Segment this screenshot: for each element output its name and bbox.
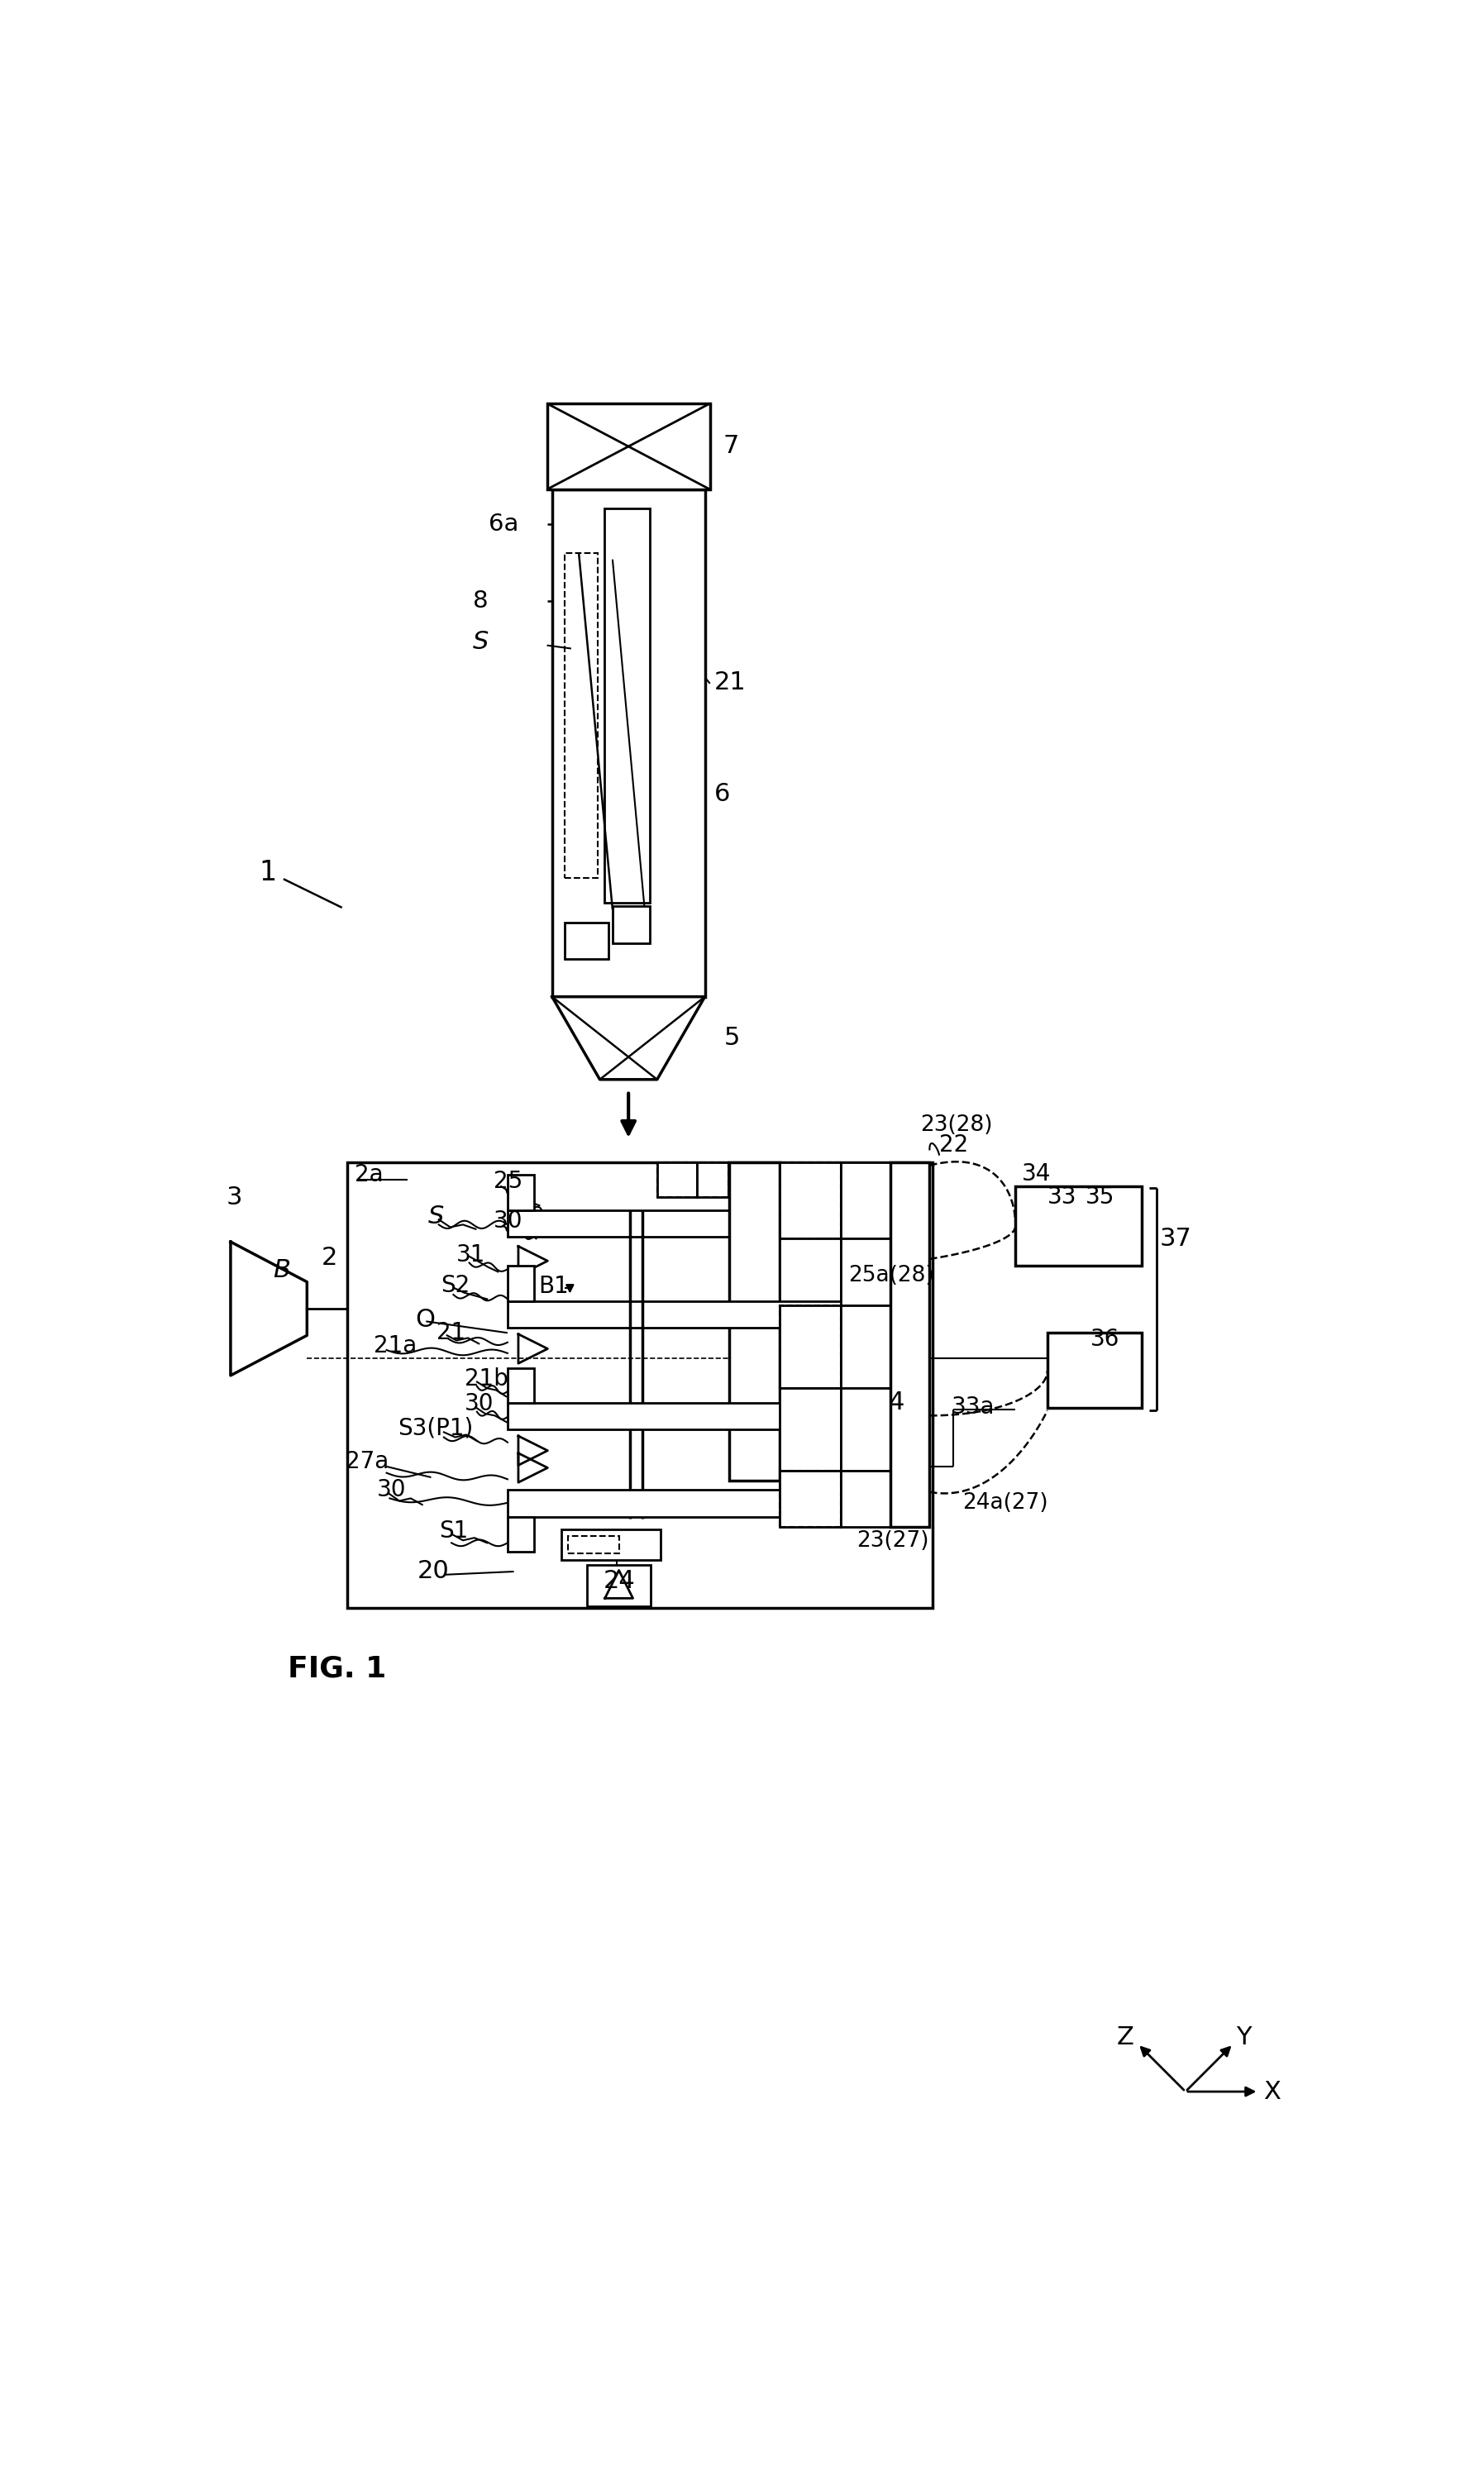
Bar [840,1470,890,1527]
Bar [781,1305,840,1389]
Text: 30: 30 [494,1211,522,1233]
Text: 20: 20 [417,1559,450,1584]
Text: 2: 2 [322,1245,338,1270]
Text: 31: 31 [457,1243,485,1265]
Bar [347,1161,933,1609]
Bar [781,1305,840,1389]
Bar [565,922,608,959]
Polygon shape [552,996,705,1080]
Bar [890,1161,929,1527]
Text: 21: 21 [436,1322,466,1344]
Text: 4: 4 [889,1391,904,1416]
Bar [568,1537,619,1554]
Text: 23(27): 23(27) [856,1530,929,1552]
Text: 23(28): 23(28) [920,1114,993,1137]
Text: S3(P1): S3(P1) [398,1416,473,1441]
Bar [548,403,709,489]
Text: 21: 21 [714,670,746,694]
Text: S2: S2 [441,1275,470,1297]
Text: 27a: 27a [346,1450,389,1473]
Bar [508,1369,534,1404]
Text: 34: 34 [1022,1161,1051,1186]
Text: 6a: 6a [488,514,518,536]
Bar [781,1470,840,1527]
Text: 24: 24 [603,1569,635,1594]
Bar [781,1238,840,1305]
Bar [729,1161,781,1480]
Bar [508,1490,861,1517]
Bar [840,1305,890,1389]
Text: 35: 35 [1085,1186,1114,1208]
Text: X: X [1263,2081,1281,2103]
Bar [696,1161,729,1198]
Text: S1: S1 [439,1520,467,1542]
Polygon shape [518,1245,548,1275]
Text: 33: 33 [1048,1186,1077,1208]
Polygon shape [518,1334,548,1364]
Bar [561,1530,660,1559]
Bar [840,1238,890,1305]
Bar [508,1176,534,1211]
Bar [508,1211,861,1236]
Text: O: O [416,1307,435,1332]
Text: 36: 36 [1089,1327,1119,1352]
Text: 30: 30 [377,1478,407,1502]
Polygon shape [605,1569,632,1599]
Text: 37: 37 [1160,1226,1192,1250]
Text: 6: 6 [714,781,730,806]
Text: 5: 5 [724,1025,741,1050]
Text: Y: Y [1236,2026,1251,2048]
Bar [613,907,650,944]
Text: FIG. 1: FIG. 1 [288,1653,386,1683]
Text: 25a(28): 25a(28) [847,1265,933,1287]
Text: 25: 25 [494,1169,522,1193]
Bar [840,1389,890,1470]
Text: 7: 7 [723,435,739,457]
Bar [781,1161,840,1238]
Bar [552,489,705,996]
Text: Z: Z [1117,2026,1134,2048]
Bar [781,1470,840,1527]
Bar [565,554,598,877]
Polygon shape [230,1243,307,1376]
Text: 21a: 21a [374,1334,417,1357]
Text: 22: 22 [939,1134,968,1156]
Text: 2a: 2a [355,1164,383,1186]
Text: 21b: 21b [464,1366,508,1391]
Text: 30: 30 [464,1394,494,1416]
Text: 24a(27): 24a(27) [963,1492,1048,1515]
Polygon shape [518,1453,548,1483]
Text: 1: 1 [260,860,278,887]
Polygon shape [518,1436,548,1465]
Bar [508,1517,534,1552]
Bar [657,1161,729,1198]
Bar [1048,1332,1141,1408]
Bar [604,509,650,904]
Bar [1015,1186,1141,1265]
Text: S: S [472,630,488,655]
Bar [781,1389,840,1470]
Text: B1: B1 [539,1275,568,1297]
Bar [840,1161,890,1238]
Bar [657,1161,696,1198]
Bar [508,1265,534,1302]
Text: 33a: 33a [951,1396,996,1418]
Bar [588,1564,651,1606]
Text: B: B [273,1258,291,1282]
Bar [508,1302,861,1327]
Text: 3: 3 [226,1186,242,1208]
Bar [508,1404,861,1431]
Text: S: S [427,1203,444,1228]
Text: 8: 8 [472,588,488,613]
Bar [781,1161,840,1238]
